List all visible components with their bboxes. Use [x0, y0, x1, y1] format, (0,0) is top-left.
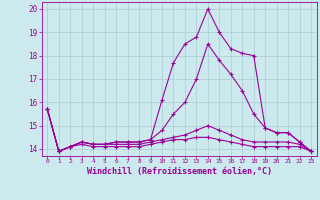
X-axis label: Windchill (Refroidissement éolien,°C): Windchill (Refroidissement éolien,°C): [87, 167, 272, 176]
